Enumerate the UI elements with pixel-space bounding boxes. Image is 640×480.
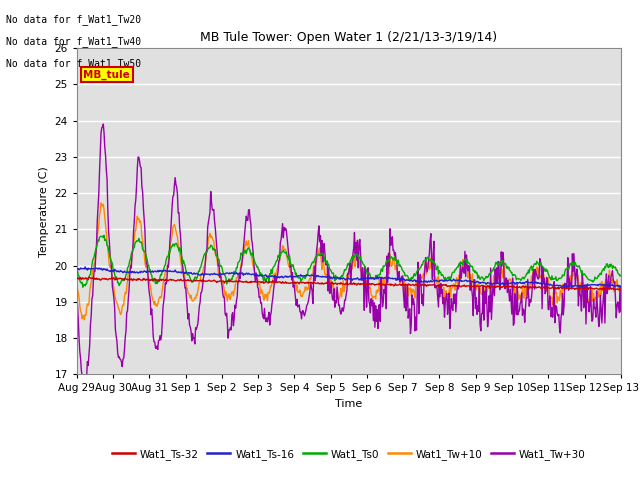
Y-axis label: Temperature (C): Temperature (C) — [39, 166, 49, 257]
Text: No data for f_Wat1_Tw20: No data for f_Wat1_Tw20 — [6, 14, 141, 25]
Title: MB Tule Tower: Open Water 1 (2/21/13-3/19/14): MB Tule Tower: Open Water 1 (2/21/13-3/1… — [200, 31, 497, 44]
Text: MB_tule: MB_tule — [83, 69, 130, 80]
X-axis label: Time: Time — [335, 399, 362, 409]
Text: No data for f_Wat1_Tw40: No data for f_Wat1_Tw40 — [6, 36, 141, 47]
Legend: Wat1_Ts-32, Wat1_Ts-16, Wat1_Ts0, Wat1_Tw+10, Wat1_Tw+30: Wat1_Ts-32, Wat1_Ts-16, Wat1_Ts0, Wat1_T… — [108, 445, 590, 464]
Text: No data for f_Wat1_Tw50: No data for f_Wat1_Tw50 — [6, 58, 141, 69]
